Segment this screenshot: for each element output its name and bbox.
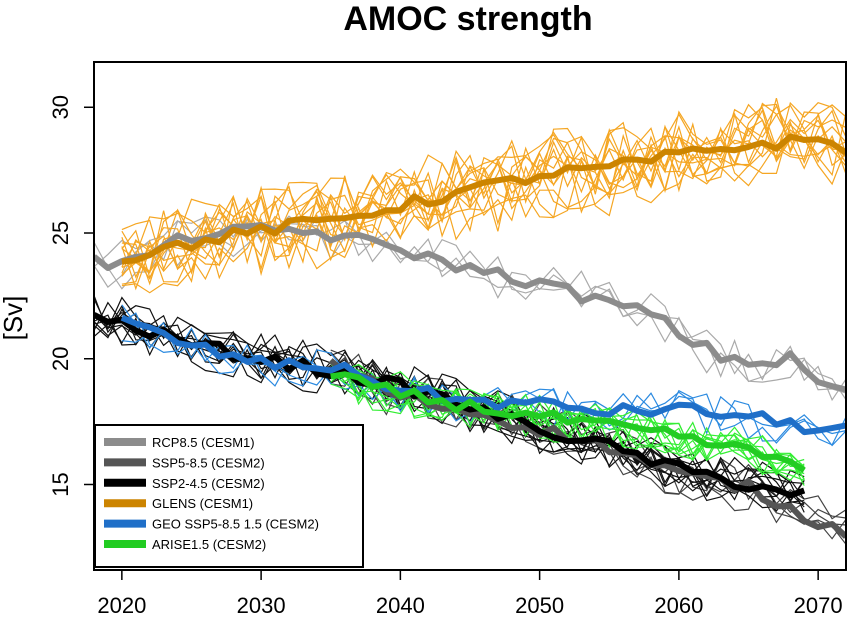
x-tick-label: 2040 bbox=[376, 593, 425, 617]
legend: RCP8.5 (CESM1) SSP5-8.5 (CESM2) SSP2-4.5 (… bbox=[94, 424, 364, 568]
y-axis: 15 20 25 30 bbox=[48, 95, 94, 497]
series-mean-line bbox=[121, 133, 846, 265]
y-tick-label: 25 bbox=[48, 221, 73, 245]
y-tick-label: 20 bbox=[48, 347, 73, 371]
legend-label: SSP5-8.5 (CESM2) bbox=[152, 455, 265, 470]
x-tick-label: 2020 bbox=[97, 593, 146, 617]
legend-label: GLENS (CESM1) bbox=[152, 496, 253, 511]
ensemble-member-line bbox=[121, 125, 846, 281]
ensemble-member-line bbox=[121, 119, 846, 291]
series-mean-line bbox=[330, 371, 806, 473]
ensemble-member-line bbox=[121, 104, 846, 258]
legend-label: GEO SSP5-8.5 1.5 (CESM2) bbox=[152, 517, 319, 532]
y-axis-label: [Sv] bbox=[0, 296, 28, 341]
x-tick-label: 2060 bbox=[654, 593, 703, 617]
ensemble-member-line bbox=[94, 214, 846, 394]
x-tick-label: 2030 bbox=[237, 593, 286, 617]
y-tick-label: 30 bbox=[48, 95, 73, 119]
ensemble-member-line bbox=[121, 104, 846, 276]
ensemble-member-line bbox=[94, 298, 805, 500]
series-mean-line bbox=[120, 314, 846, 436]
x-tick-label: 2050 bbox=[515, 593, 564, 617]
x-axis: 2020 2030 2040 2050 2060 2070 bbox=[97, 570, 843, 617]
series-mean-line bbox=[94, 222, 846, 393]
legend-label: SSP2-4.5 (CESM2) bbox=[152, 476, 265, 491]
ensemble-member-line bbox=[94, 218, 846, 401]
y-tick-label: 15 bbox=[48, 472, 73, 496]
legend-label: ARISE1.5 (CESM2) bbox=[152, 537, 266, 552]
ensemble-member-line bbox=[121, 104, 846, 277]
legend-label: RCP8.5 (CESM1) bbox=[152, 435, 255, 450]
x-tick-label: 2070 bbox=[794, 593, 843, 617]
ensemble-member-line bbox=[330, 362, 805, 475]
ensemble-means bbox=[94, 133, 846, 539]
plot-frame bbox=[93, 61, 847, 571]
chart-title: AMOC strength bbox=[343, 0, 592, 38]
ensemble-member-line bbox=[94, 308, 805, 507]
